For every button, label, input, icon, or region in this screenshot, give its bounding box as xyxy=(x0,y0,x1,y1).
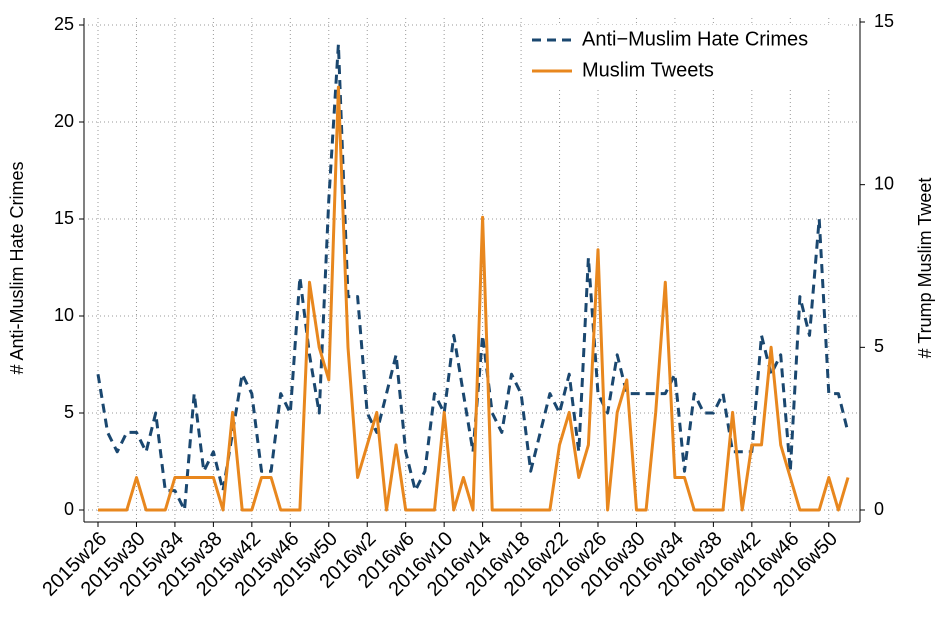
y2-tick-label: 10 xyxy=(874,173,894,193)
y-tick-label: 15 xyxy=(54,208,74,228)
y-tick-label: 10 xyxy=(54,305,74,325)
y2-tick-label: 15 xyxy=(874,11,894,31)
y2-tick-label: 0 xyxy=(874,499,884,519)
legend-bg xyxy=(524,56,848,87)
y-tick-label: 5 xyxy=(64,402,74,422)
y2-axis-label: # Trump Muslim Tweet xyxy=(915,178,935,359)
y-tick-label: 20 xyxy=(54,111,74,131)
series-line xyxy=(98,85,850,512)
y2-tick-label: 5 xyxy=(874,336,884,356)
y-axis-label: # Anti-Muslim Hate Crimes xyxy=(7,161,27,374)
y-tick-label: 0 xyxy=(64,499,74,519)
legend-label: Anti−Muslim Hate Crimes xyxy=(582,28,808,50)
legend-bg xyxy=(524,25,848,56)
y-tick-label: 25 xyxy=(54,14,74,34)
legend-label: Muslim Tweets xyxy=(582,59,714,81)
